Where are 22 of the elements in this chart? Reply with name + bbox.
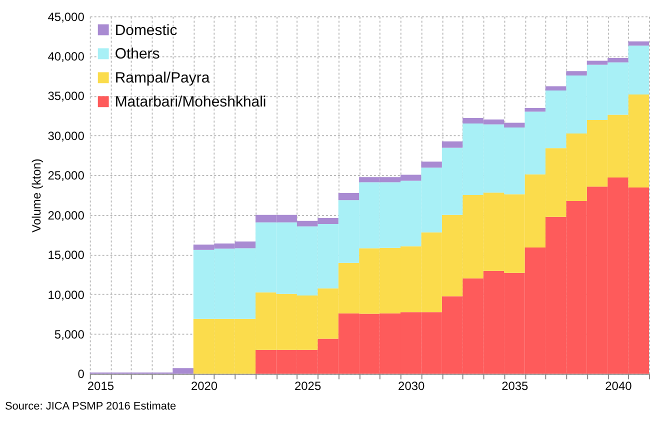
x-tick-label: 2035 — [502, 379, 529, 394]
x-tick-label: 2030 — [398, 379, 425, 394]
y-tick-label: 15,000 — [48, 248, 85, 262]
y-tick-label: 40,000 — [48, 50, 85, 64]
legend-label: Rampal/Payra — [114, 70, 210, 87]
y-tick-label: 5,000 — [54, 328, 85, 342]
y-tick-label: 20,000 — [48, 208, 85, 222]
y-tick-label: 30,000 — [48, 128, 85, 143]
x-tick-label: 2015 — [87, 379, 114, 394]
y-tick-label: 35,000 — [48, 89, 85, 104]
x-tick-label: 2040 — [605, 379, 632, 394]
source-note: Source: JICA PSMP 2016 Estimate — [4, 400, 176, 413]
legend-label: Domestic — [114, 22, 178, 39]
legend-label: Matarbari/Moheshkhali — [114, 94, 266, 111]
y-tick-label: 0 — [78, 367, 85, 382]
y-tick-label: 10,000 — [48, 288, 85, 302]
x-tick-label: 2025 — [294, 379, 322, 394]
y-tick-label: 25,000 — [48, 168, 85, 183]
y-tick-label: 45,000 — [48, 10, 85, 24]
y-axis-title: Volume (kton) — [30, 158, 44, 232]
x-tick-label: 2020 — [190, 379, 218, 394]
legend-label: Others — [114, 46, 160, 63]
